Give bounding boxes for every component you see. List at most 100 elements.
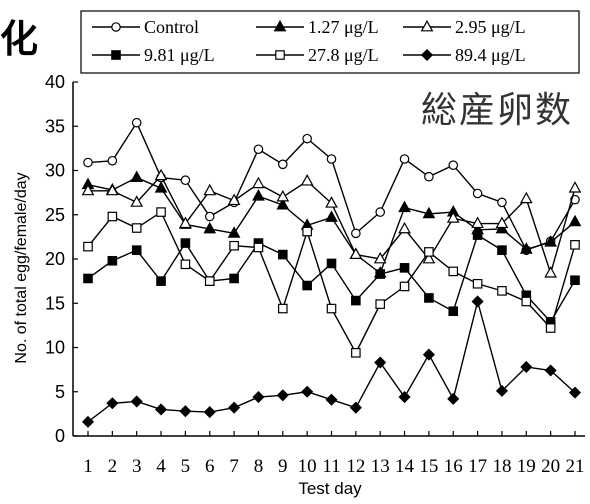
legend-marker: [111, 22, 121, 32]
y-tick-label: 5: [55, 382, 65, 402]
data-point: [180, 175, 191, 186]
data-point: [472, 188, 483, 199]
series-2: [81, 168, 582, 278]
data-point: [278, 249, 288, 260]
data-point: [373, 251, 387, 264]
y-tick-label: 20: [45, 249, 65, 269]
x-tick-label: 16: [444, 456, 463, 477]
data-point: [570, 275, 580, 286]
series-4: [83, 207, 580, 358]
data-point: [521, 296, 532, 307]
data-point: [300, 174, 314, 186]
x-tick-label: 1: [83, 456, 93, 477]
legend-marker: [275, 50, 285, 60]
data-point: [570, 240, 580, 250]
data-point: [326, 303, 337, 314]
legend-item: Control: [92, 17, 199, 37]
data-point: [520, 360, 533, 374]
data-point: [399, 263, 410, 273]
data-point: [131, 245, 142, 255]
data-point: [81, 415, 95, 428]
x-axis-label: Test day: [298, 479, 362, 498]
data-point: [424, 247, 434, 257]
data-point: [471, 216, 484, 229]
series-3: [83, 230, 580, 327]
data-point: [204, 211, 215, 222]
data-point: [448, 306, 459, 317]
data-point: [156, 276, 166, 286]
data-point: [203, 221, 217, 234]
legend-label: 9.81 μg/L: [144, 45, 215, 65]
legend: Control 1.27 μg/L 2.95 μg/L 9.81 μg/L 27.8 μ…: [80, 10, 580, 74]
data-point: [227, 193, 241, 206]
data-point: [325, 210, 338, 222]
x-tick-label: 19: [517, 456, 536, 477]
data-point: [422, 206, 436, 219]
data-point: [253, 242, 264, 253]
data-point: [399, 281, 410, 292]
data-point: [497, 245, 507, 255]
y-tick-label: 0: [55, 426, 65, 446]
data-point: [568, 181, 582, 193]
legend-item: 27.8 μg/L: [256, 45, 379, 65]
data-point: [447, 392, 460, 405]
data-point: [252, 391, 265, 404]
x-tick-label: 4: [156, 456, 166, 477]
data-point: [519, 242, 533, 254]
data-point: [83, 241, 93, 252]
data-point: [446, 211, 460, 223]
data-point: [422, 251, 436, 264]
x-tick-label: 13: [371, 456, 390, 477]
y-tick-label: 25: [45, 205, 65, 225]
data-point: [252, 176, 265, 189]
data-point: [83, 273, 93, 284]
legend-marker: [273, 19, 287, 32]
legend-box: [80, 10, 580, 74]
data-point: [130, 170, 144, 183]
data-point: [180, 259, 191, 270]
data-point: [326, 258, 337, 269]
x-tick-label: 3: [132, 456, 142, 477]
data-point: [398, 391, 411, 404]
data-point: [448, 160, 459, 170]
x-tick-label: 18: [492, 456, 511, 477]
legend-label: Control: [144, 17, 199, 37]
x-tick-label: 6: [205, 456, 215, 477]
data-point: [398, 200, 411, 213]
data-point: [106, 183, 119, 196]
data-point: [399, 154, 410, 164]
data-point: [351, 295, 361, 306]
data-point: [495, 216, 509, 229]
x-tick-label: 12: [346, 456, 365, 477]
data-point: [107, 255, 118, 266]
data-point: [472, 230, 483, 240]
x-tick-label: 9: [278, 456, 288, 477]
data-point: [424, 293, 434, 303]
data-point: [349, 247, 363, 260]
data-point: [568, 214, 582, 227]
legend-label: 89.4 μg/L: [455, 45, 526, 65]
data-point: [568, 386, 582, 399]
x-tick-label: 17: [468, 456, 487, 477]
data-point: [472, 278, 483, 289]
data-point: [81, 183, 95, 196]
data-point: [544, 235, 557, 247]
x-tick-label: 7: [229, 456, 239, 477]
data-point: [156, 207, 166, 217]
data-point: [107, 155, 118, 166]
legend-marker: [111, 50, 121, 60]
legend-marker: [420, 19, 434, 32]
data-point: [276, 197, 290, 210]
data-point: [130, 195, 144, 207]
data-point: [229, 273, 239, 284]
y-tick-label: 35: [45, 116, 65, 136]
stray-title-fragment: 化: [0, 17, 39, 61]
data-point: [351, 228, 361, 239]
x-tick-label: 15: [419, 456, 438, 477]
data-point: [375, 269, 385, 279]
data-point: [544, 364, 557, 377]
x-tick-label: 21: [566, 456, 585, 477]
data-point: [277, 159, 288, 170]
